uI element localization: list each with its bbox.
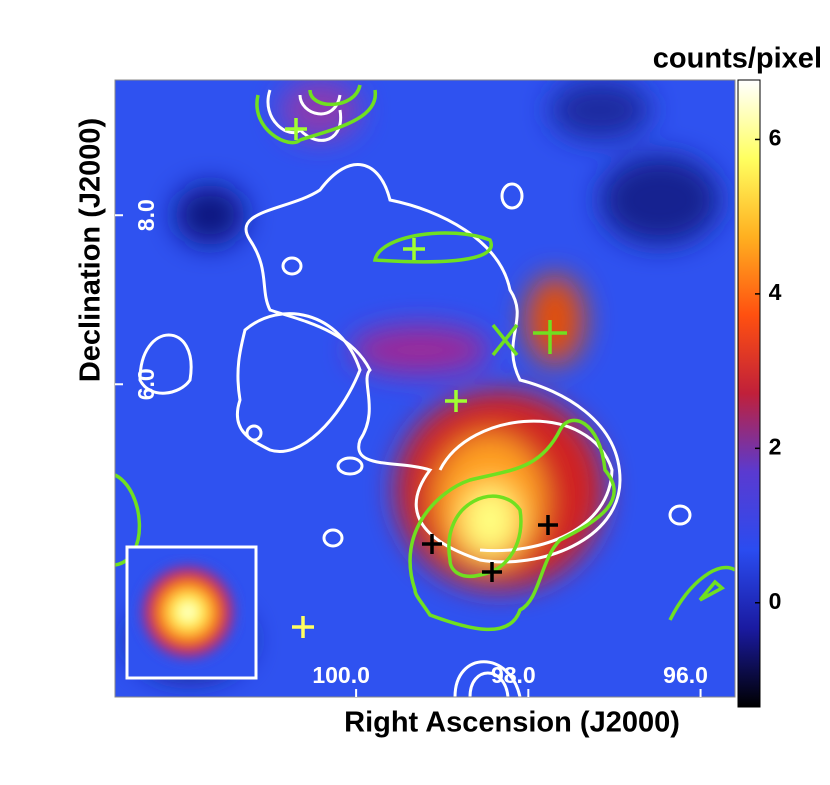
x-axis-label: Right Ascension (J2000) [344,707,680,739]
colorbar-label: counts/pixel [653,43,822,75]
x-tick-label: 98.0 [491,662,536,688]
y-tick-label: 6.0 [133,368,159,400]
colorbar-tick-label: 4 [769,279,782,305]
colorbar [737,79,761,708]
colorbar-tick-label: 0 [769,588,782,614]
y-tick-label: 8.0 [133,199,159,231]
y-axis-label: Declination (J2000) [75,118,107,382]
colorbar-tick-label: 6 [769,125,782,151]
x-tick-label: 100.0 [312,662,370,688]
sky-image [115,80,735,697]
plot-frame [114,79,736,698]
colorbar-tick-label: 2 [769,433,782,459]
x-tick-label: 96.0 [663,662,708,688]
